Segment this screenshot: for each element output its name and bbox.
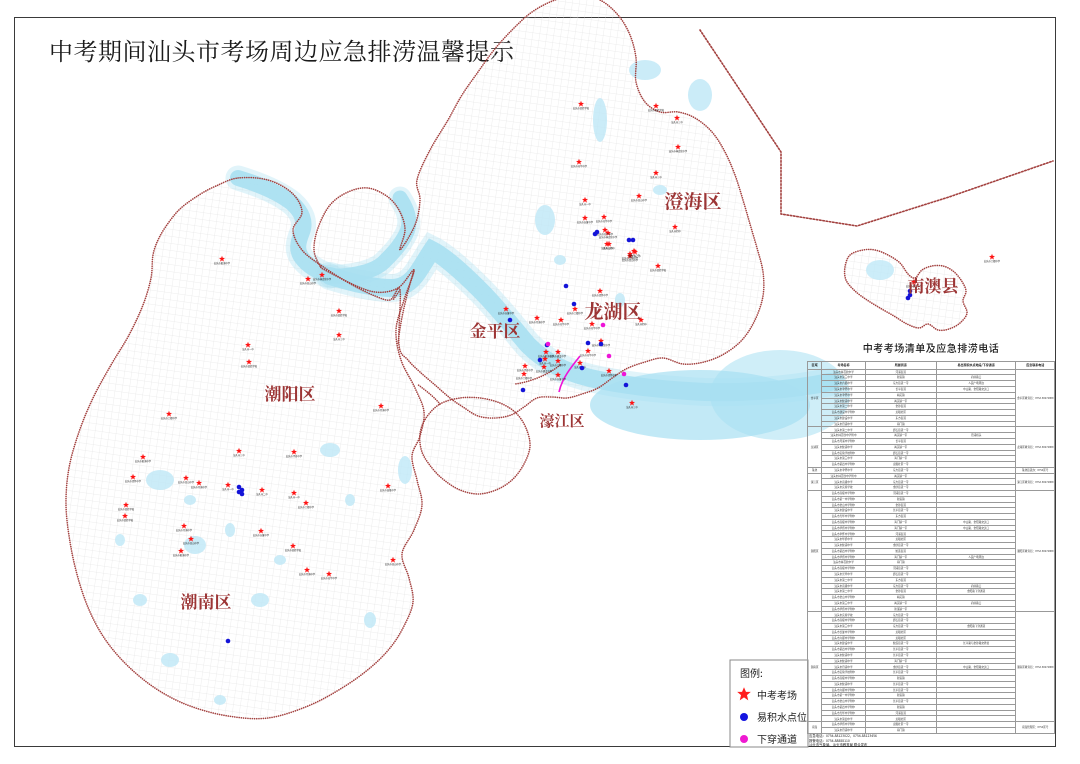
svg-text:潮阳区: 潮阳区 (265, 380, 316, 405)
svg-text:汕头市月浦中学: 汕头市月浦中学 (622, 256, 639, 260)
svg-text:汕头市华侨中学: 汕头市华侨中学 (286, 454, 303, 458)
svg-text:汕头市六都中学: 汕头市六都中学 (298, 505, 315, 509)
svg-text:金平区: 金平区 (470, 317, 521, 342)
svg-text:汕头市四中: 汕头市四中 (669, 229, 681, 233)
svg-text:汕头市三中: 汕头市三中 (671, 120, 683, 124)
svg-text:汕头市实验学校: 汕头市实验学校 (648, 108, 665, 112)
svg-text:汕头市三中: 汕头市三中 (233, 453, 245, 457)
svg-text:汕头市一中: 汕头市一中 (288, 495, 300, 499)
svg-text:汕头市长厦中学: 汕头市长厦中学 (550, 377, 567, 381)
svg-text:汕头市实验学校: 汕头市实验学校 (573, 106, 590, 110)
svg-text:汕头市一中: 汕头市一中 (222, 487, 234, 491)
svg-text:汕头市实验学校: 汕头市实验学校 (117, 518, 134, 522)
svg-text:汕头市金山中学: 汕头市金山中学 (631, 198, 648, 202)
svg-text:汕头市光华中学: 汕头市光华中学 (597, 232, 614, 236)
svg-text:濠江区: 濠江区 (539, 410, 584, 431)
svg-text:汕头市实验学校: 汕头市实验学校 (331, 313, 348, 317)
svg-text:汕头市光华中学: 汕头市光华中学 (571, 164, 588, 168)
svg-text:南澳县: 南澳县 (908, 272, 960, 297)
svg-text:汕头市光华中学: 汕头市光华中学 (580, 353, 597, 357)
svg-text:汕头市实验学校: 汕头市实验学校 (118, 507, 135, 511)
svg-text:潮南区: 潮南区 (181, 588, 232, 613)
svg-text:汕头市金山中学: 汕头市金山中学 (385, 562, 402, 566)
svg-text:汕头市林百欣中学: 汕头市林百欣中学 (669, 149, 688, 153)
svg-text:汕头市金山中学: 汕头市金山中学 (300, 281, 317, 285)
svg-text:汕头市一中: 汕头市一中 (242, 347, 254, 351)
svg-text:汕头市六都中学: 汕头市六都中学 (161, 416, 178, 420)
svg-text:汕头市三中: 汕头市三中 (650, 175, 662, 179)
svg-text:汕头市光华中学: 汕头市光华中学 (596, 219, 613, 223)
svg-text:汕头市六都中学: 汕头市六都中学 (550, 363, 567, 367)
svg-text:汕头市长厦中学: 汕头市长厦中学 (498, 311, 515, 315)
svg-text:澄海区: 澄海区 (664, 187, 721, 214)
svg-text:汕头市华侨中学: 汕头市华侨中学 (517, 368, 534, 372)
svg-text:汕头市鮀浦中学: 汕头市鮀浦中学 (173, 553, 190, 557)
svg-text:汕头市光华中学: 汕头市光华中学 (584, 326, 601, 330)
svg-text:汕头市高级中学: 汕头市高级中学 (380, 488, 397, 492)
svg-text:汕头市鮀浦中学: 汕头市鮀浦中学 (135, 459, 152, 463)
svg-text:图例:: 图例: (740, 665, 763, 680)
svg-text:汕头市实验学校: 汕头市实验学校 (285, 548, 302, 552)
svg-text:汕头市六都中学: 汕头市六都中学 (567, 311, 584, 315)
svg-text:汕头市实验学校: 汕头市实验学校 (650, 268, 667, 272)
svg-text:汕头市长厦中学: 汕头市长厦中学 (577, 220, 594, 224)
svg-text:龙湖区: 龙湖区 (584, 297, 641, 324)
svg-text:汕头市建设中学: 汕头市建设中学 (550, 354, 567, 358)
svg-text:下穿通道: 下穿通道 (757, 731, 797, 746)
svg-text:汕头市月浦中学: 汕头市月浦中学 (299, 572, 316, 576)
svg-text:汕头市聿怀中学: 汕头市聿怀中学 (601, 373, 618, 377)
svg-text:汕头市六都中学: 汕头市六都中学 (984, 259, 1001, 263)
svg-text:汕头市月浦中学: 汕头市月浦中学 (176, 528, 193, 532)
svg-text:汕头市鮀浦中学: 汕头市鮀浦中学 (214, 261, 231, 265)
svg-text:汕头市金山中学: 汕头市金山中学 (183, 541, 200, 545)
svg-text:汕头市一中: 汕头市一中 (579, 202, 591, 206)
svg-text:汕头市二中: 汕头市二中 (601, 246, 613, 250)
svg-text:汕头市光华中学: 汕头市光华中学 (321, 576, 338, 580)
svg-text:汕头市六都中学: 汕头市六都中学 (516, 376, 533, 380)
svg-text:汕头市实验学校: 汕头市实验学校 (241, 364, 258, 368)
svg-text:中考考场: 中考考场 (757, 687, 797, 702)
svg-text:汕头市二中: 汕头市二中 (256, 492, 268, 496)
svg-text:汕头市建设中学: 汕头市建设中学 (536, 369, 553, 373)
svg-text:汕头市金山中学: 汕头市金山中学 (178, 480, 195, 484)
svg-text:汕头市月浦中学: 汕头市月浦中学 (191, 485, 208, 489)
svg-text:汕头市三中: 汕头市三中 (333, 337, 345, 341)
svg-text:汕头市林百欣中学: 汕头市林百欣中学 (313, 277, 332, 281)
svg-text:易积水点位: 易积水点位 (757, 709, 807, 724)
svg-text:汕头市光华中学: 汕头市光华中学 (553, 322, 570, 326)
svg-text:汕头市长厦中学: 汕头市长厦中学 (253, 533, 270, 537)
svg-text:汕头市月浦中学: 汕头市月浦中学 (529, 320, 546, 324)
svg-text:汕头市聿怀中学: 汕头市聿怀中学 (125, 479, 142, 483)
svg-text:汕头市月浦中学: 汕头市月浦中学 (373, 408, 390, 412)
svg-text:汕头市三中: 汕头市三中 (626, 405, 638, 409)
